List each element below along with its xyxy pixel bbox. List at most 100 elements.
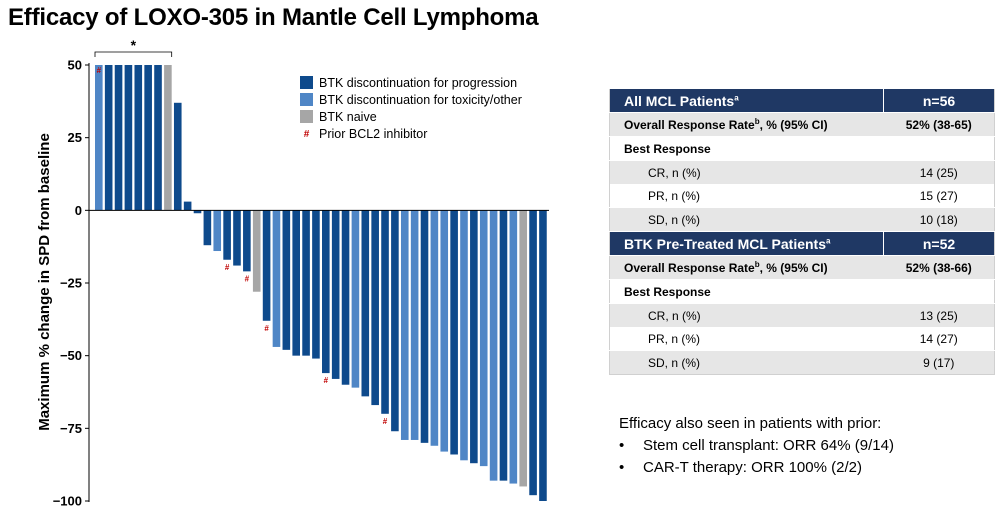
bar <box>272 210 281 347</box>
bcl2-marker: # <box>225 263 230 272</box>
best-response-label: Best Response <box>609 279 884 304</box>
bcl2-marker: # <box>264 324 269 333</box>
bar <box>509 210 518 484</box>
bracket-annotation: * <box>94 37 173 57</box>
bar <box>479 210 488 467</box>
table-row: PR, n (%) 15 (27) <box>609 184 995 208</box>
bar <box>114 65 123 211</box>
bar <box>292 210 300 356</box>
orr-sup: b <box>754 259 760 269</box>
table-row: CR, n (%) 13 (25) <box>609 303 995 327</box>
bar <box>243 210 251 272</box>
row-value: 9 (17) <box>883 350 995 375</box>
bar <box>341 210 350 385</box>
orr-sup: b <box>754 116 760 126</box>
bar <box>193 210 202 214</box>
legend-label: BTK naive <box>319 110 377 124</box>
bar <box>331 210 340 379</box>
bcl2-marker: # <box>324 376 329 385</box>
header-n: n=56 <box>883 88 995 113</box>
notes-bullet: CAR-T therapy: ORR 100% (2/2) <box>619 457 894 479</box>
y-tick-label: −75 <box>60 421 82 436</box>
best-response-label: Best Response <box>609 136 884 161</box>
bar <box>302 210 310 356</box>
y-axis <box>85 63 550 502</box>
header-sup: a <box>734 92 739 102</box>
y-tick-label: 50 <box>68 58 82 73</box>
bar <box>400 210 409 440</box>
table-row: SD, n (%) 10 (18) <box>609 207 995 232</box>
row-value: 14 (27) <box>883 327 995 351</box>
bar <box>252 210 261 292</box>
bar <box>282 210 291 350</box>
bcl2-marker: # <box>97 66 102 75</box>
bar <box>124 65 133 211</box>
y-tick-label: −25 <box>60 276 82 291</box>
table-row-best-response: Best Response <box>609 279 995 304</box>
legend: BTK discontinuation for progression BTK d… <box>300 76 522 141</box>
bar <box>351 210 360 388</box>
table-header-btk-pretreated: BTK Pre-Treated MCL Patientsa n=52 <box>609 231 995 256</box>
bar <box>410 210 419 440</box>
orr-suffix: , % (95% CI) <box>759 117 828 132</box>
bcl2-markers: # # # # # # <box>97 66 388 426</box>
y-axis-label: Maximum % change in SPD from baseline <box>36 133 53 431</box>
bar <box>154 65 162 211</box>
bar <box>213 210 222 252</box>
legend-label: Prior BCL2 inhibitor <box>319 127 427 141</box>
bar <box>460 210 468 461</box>
bar <box>183 201 192 211</box>
bar <box>361 210 370 397</box>
legend-swatch <box>300 76 313 89</box>
legend-swatch <box>300 110 313 123</box>
row-label: CR, n (%) <box>609 303 884 327</box>
notes-intro: Efficacy also seen in patients with prio… <box>619 415 882 432</box>
row-label: SD, n (%) <box>609 207 884 232</box>
row-label: PR, n (%) <box>609 184 884 208</box>
bar <box>322 210 330 374</box>
bar <box>233 210 241 266</box>
notes-list: Stem cell transplant: ORR 64% (9/14) CAR… <box>619 435 894 479</box>
bar <box>391 210 399 432</box>
header-sup: a <box>826 235 831 245</box>
bcl2-marker: # <box>245 274 250 283</box>
bar <box>173 102 182 211</box>
efficacy-notes: Efficacy also seen in patients with prio… <box>619 413 894 479</box>
bar <box>262 210 271 321</box>
legend-label: BTK discontinuation for progression <box>319 76 517 90</box>
table-row-orr: Overall Response Rateb, % (95% CI) 52% (… <box>609 112 995 137</box>
bars-group <box>95 65 547 501</box>
orr-value: 52% (38-66) <box>883 255 995 280</box>
bar <box>539 210 547 501</box>
bar <box>134 65 143 211</box>
orr-value: 52% (38-65) <box>883 112 995 137</box>
bar <box>489 210 498 481</box>
bar <box>529 210 537 496</box>
row-label: SD, n (%) <box>609 350 884 375</box>
bar <box>371 210 379 406</box>
legend-label: BTK discontinuation for toxicity/other <box>319 93 522 107</box>
table-row-orr: Overall Response Rateb, % (95% CI) 52% (… <box>609 255 995 280</box>
bar <box>430 210 439 446</box>
notes-bullet: Stem cell transplant: ORR 64% (9/14) <box>619 435 894 457</box>
y-tick-label: −50 <box>60 348 82 363</box>
orr-label: Overall Response Rate <box>624 260 755 275</box>
bar <box>104 65 113 211</box>
row-label: CR, n (%) <box>609 160 884 184</box>
bar <box>144 65 152 211</box>
y-tick-labels: 50 25 0 −25 −50 −75 −100 <box>53 58 82 509</box>
row-label: PR, n (%) <box>609 327 884 351</box>
y-tick-label: 25 <box>68 130 82 145</box>
bar <box>164 65 172 211</box>
bcl2-marker: # <box>383 417 388 426</box>
y-tick-label: 0 <box>75 203 82 218</box>
bar <box>223 210 231 260</box>
bar <box>203 210 212 246</box>
legend-swatch <box>300 93 313 106</box>
header-n: n=52 <box>883 231 995 256</box>
slide-title: Efficacy of LOXO-305 in Mantle Cell Lymp… <box>8 4 539 31</box>
table-header-all-mcl: All MCL Patientsa n=56 <box>609 88 995 113</box>
orr-suffix: , % (95% CI) <box>759 260 828 275</box>
row-value: 15 (27) <box>883 184 995 208</box>
